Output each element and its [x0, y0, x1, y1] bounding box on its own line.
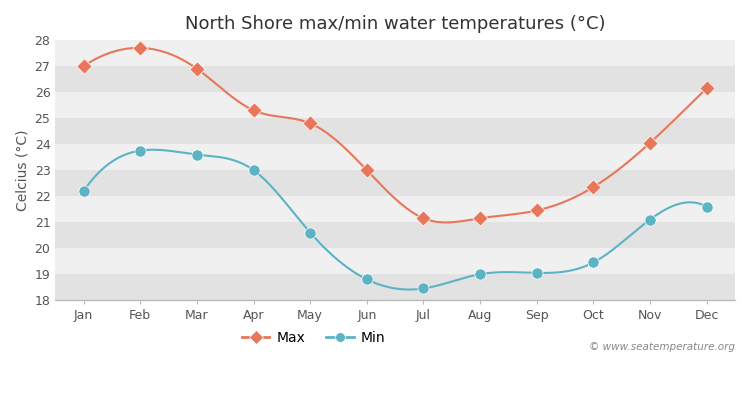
Bar [56, 170, 735, 196]
Bar [56, 222, 735, 248]
Point [531, 207, 543, 214]
Point [191, 66, 203, 72]
Bar [56, 40, 735, 66]
Point [304, 120, 316, 126]
Legend: Max, Min: Max, Min [236, 325, 391, 350]
Bar [56, 118, 735, 144]
Point [134, 45, 146, 51]
Text: © www.seatemperature.org: © www.seatemperature.org [589, 342, 735, 352]
Point [77, 63, 89, 69]
Point [587, 184, 599, 190]
Bar [56, 66, 735, 92]
Point [531, 270, 543, 276]
Bar [56, 144, 735, 170]
Point [644, 140, 656, 146]
Point [418, 285, 430, 292]
Point [587, 259, 599, 266]
Point [248, 167, 259, 173]
Y-axis label: Celcius (°C): Celcius (°C) [15, 129, 29, 211]
Bar [56, 92, 735, 118]
Point [644, 216, 656, 223]
Point [700, 85, 712, 92]
Point [361, 276, 373, 282]
Point [474, 215, 486, 222]
Point [474, 271, 486, 277]
Point [304, 229, 316, 236]
Point [77, 188, 89, 194]
Point [191, 151, 203, 158]
Point [248, 107, 259, 114]
Point [700, 203, 712, 210]
Bar [56, 248, 735, 274]
Bar [56, 196, 735, 222]
Title: North Shore max/min water temperatures (°C): North Shore max/min water temperatures (… [185, 15, 605, 33]
Point [361, 167, 373, 173]
Bar [56, 274, 735, 300]
Point [134, 148, 146, 154]
Point [418, 215, 430, 222]
